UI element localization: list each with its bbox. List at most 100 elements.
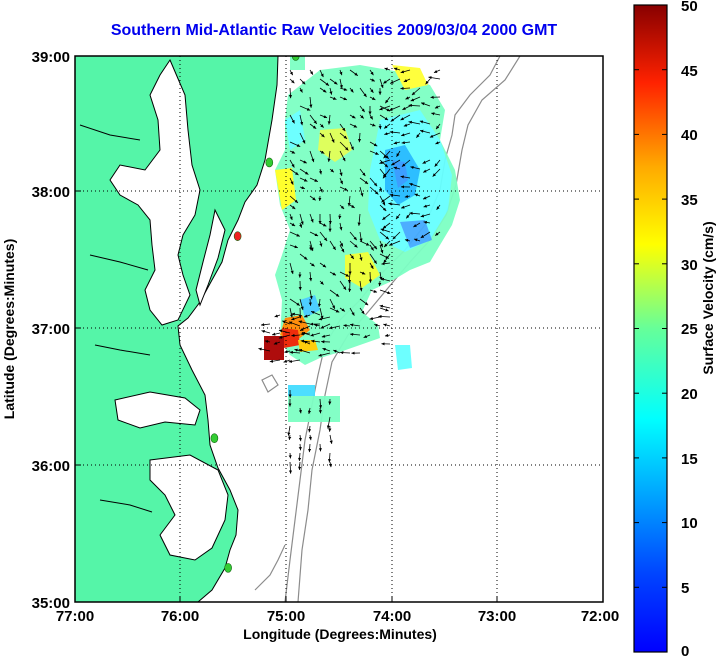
velocity-vector [423, 204, 431, 208]
velocity-vector [349, 87, 354, 93]
velocity-vector [339, 141, 349, 151]
station-marker [291, 56, 300, 61]
velocity-vector [382, 213, 391, 221]
velocity-vector [319, 280, 324, 285]
velocity-vector [329, 434, 333, 444]
velocity-vector [319, 231, 328, 242]
velocity-vector [369, 114, 374, 120]
gridlines [75, 56, 603, 602]
colorbar-tick-label: 5 [681, 580, 689, 597]
velocity-vector [422, 159, 431, 164]
y-tick-label: 39:00 [32, 49, 70, 66]
velocity-vector [329, 78, 338, 85]
velocity-vector [289, 307, 293, 318]
velocity-vector [291, 312, 301, 316]
velocity-vector [339, 123, 346, 132]
velocity-vector [329, 132, 335, 143]
velocity-vector [314, 323, 321, 327]
velocity-vector [379, 159, 391, 165]
velocity-vector [349, 253, 355, 260]
colorbar-tick-label: 40 [681, 127, 698, 144]
velocity-vector [401, 132, 411, 137]
velocity-vector [383, 123, 391, 129]
velocity-vector [291, 333, 301, 338]
velocity-vector [294, 348, 301, 352]
velocity-vector [340, 351, 351, 355]
velocity-vector [369, 316, 381, 321]
velocity-vector [299, 298, 304, 311]
velocity-vector [413, 222, 421, 228]
velocity-vector [303, 314, 311, 318]
velocity-vector [416, 132, 421, 139]
velocity-vector [289, 244, 298, 249]
colorbar-tick-label: 30 [681, 257, 698, 274]
velocity-vector [400, 69, 411, 74]
velocity-vector [300, 339, 311, 343]
velocity-vector [318, 407, 322, 414]
velocity-vector [278, 334, 291, 339]
velocity-vector [299, 177, 308, 182]
velocity-vector [420, 102, 431, 107]
velocity-vector [339, 280, 347, 291]
station-markers [210, 56, 300, 573]
velocity-vector [289, 204, 296, 210]
velocity-vector [379, 240, 384, 248]
velocity-vector [327, 452, 332, 463]
y-tick-label: 38:00 [32, 184, 70, 201]
velocity-vector [269, 359, 281, 363]
velocity-vector [429, 132, 441, 138]
velocity-vector [339, 132, 348, 140]
velocity-vector [378, 186, 383, 193]
velocity-vector [289, 159, 295, 168]
velocity-vector [414, 193, 421, 197]
velocity-vector [339, 307, 346, 312]
velocity-vector [309, 177, 319, 182]
velocity-vector [381, 195, 391, 203]
velocity-vector [400, 175, 411, 179]
colorbar-tick-label: 35 [681, 192, 698, 209]
velocity-vector [349, 141, 354, 151]
velocity-vector [413, 238, 421, 242]
velocity-vector [339, 96, 348, 101]
velocity-vector [400, 86, 411, 91]
velocity-vector [339, 244, 345, 253]
velocity-vector [339, 78, 343, 89]
station-marker [210, 433, 219, 444]
velocity-vector [369, 177, 378, 187]
y-tick-label: 37:00 [32, 321, 70, 338]
velocity-vector [309, 150, 315, 163]
velocity-vector [379, 204, 387, 212]
velocity-vector [307, 407, 312, 415]
velocity-vector [289, 168, 299, 176]
velocity-vector [378, 280, 382, 287]
velocity-vector [393, 67, 401, 71]
velocity-vector [329, 168, 335, 173]
velocity-vector [369, 253, 378, 264]
velocity-vector [299, 87, 303, 93]
velocity-vector [379, 289, 391, 295]
velocity-vector [339, 186, 348, 191]
velocity-vector [347, 195, 351, 207]
velocity-vector [379, 304, 391, 309]
velocity-vector [357, 213, 361, 226]
velocity-vector [309, 240, 314, 252]
velocity-vector [422, 195, 431, 200]
velocity-vector [359, 177, 369, 185]
velocity-vector [433, 69, 441, 74]
velocity-vector [308, 298, 312, 306]
velocity-vector [297, 452, 302, 462]
velocity-vector [419, 120, 431, 125]
velocity-vector [369, 87, 374, 94]
colorbar-tick-label: 25 [681, 321, 698, 338]
velocity-vector [368, 271, 372, 283]
velocity-vector [401, 141, 411, 145]
velocity-vector [403, 123, 411, 127]
velocity-vector [299, 168, 309, 175]
velocity-vector [319, 186, 323, 193]
y-tick-label: 35:00 [32, 595, 70, 612]
velocity-vector [318, 443, 322, 452]
velocity-vector [289, 177, 294, 185]
velocity-vector [359, 240, 370, 246]
velocity-vector [349, 323, 361, 327]
velocity-vector [384, 132, 391, 136]
